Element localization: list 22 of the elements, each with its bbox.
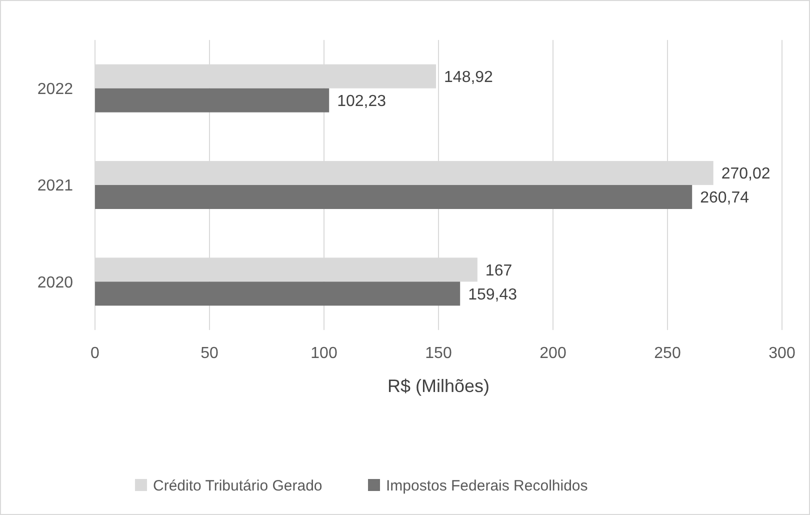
bar: [95, 282, 460, 306]
data-label: 102,23: [337, 92, 386, 110]
bar: [95, 185, 692, 209]
legend-label: Crédito Tributário Gerado: [153, 477, 322, 494]
x-axis-title: R$ (Milhões): [387, 376, 490, 396]
data-label: 159,43: [468, 286, 518, 304]
y-tick-label: 2022: [37, 80, 74, 98]
x-tick-label: 150: [425, 345, 452, 362]
y-tick-label: 2020: [37, 274, 74, 292]
data-label: 270,02: [721, 166, 770, 183]
y-tick-label: 2021: [37, 178, 74, 195]
data-label: 260,74: [700, 190, 750, 207]
x-tick-label: 250: [654, 345, 681, 362]
x-tick-label: 0: [90, 345, 100, 362]
legend-label: Impostos Federais Recolhidos: [386, 477, 588, 494]
data-label: 167: [485, 262, 512, 280]
x-tick-label: 100: [310, 345, 338, 362]
x-tick-label: 50: [200, 345, 218, 362]
x-tick-label: 200: [540, 345, 566, 362]
bar: [95, 88, 330, 112]
x-tick-label: 300: [768, 345, 796, 362]
data-label: 148,92: [444, 68, 494, 86]
